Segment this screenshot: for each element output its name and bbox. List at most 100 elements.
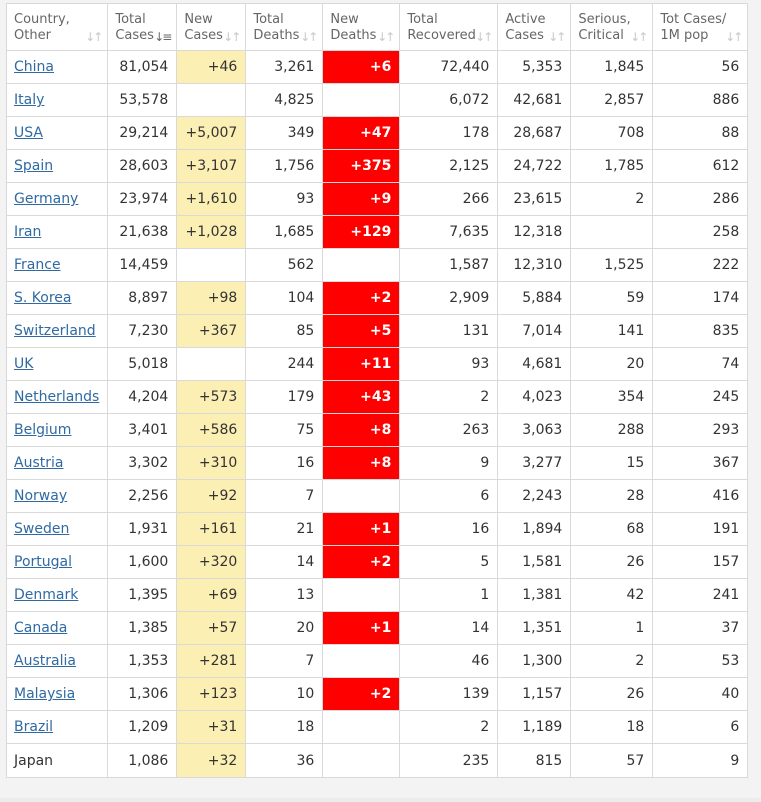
sort-icon[interactable]: ↓↑ — [85, 30, 103, 44]
tot-cases-1m-cell: 286 — [652, 182, 749, 216]
serious-critical-cell: 1,525 — [570, 248, 654, 282]
serious-critical-header[interactable]: Serious, Critical ↓↑ — [570, 3, 654, 51]
new-cases-cell — [176, 347, 247, 381]
total-deaths-cell: 13 — [245, 578, 324, 612]
country-link[interactable]: Iran — [14, 224, 42, 240]
sort-icon[interactable]: ↓↑ — [223, 30, 241, 44]
country-link[interactable]: Netherlands — [14, 389, 100, 405]
total-recovered-cell: 7,635 — [399, 215, 499, 249]
country-link[interactable]: UK — [14, 356, 34, 372]
table-row: Austria 3,302 +310 16 +8 9 3,277 15 367 — [5, 446, 749, 480]
active-cases-header[interactable]: Active Cases ↓↑ — [497, 3, 572, 51]
country-link[interactable]: Canada — [14, 620, 68, 636]
total-deaths-cell: 1,685 — [245, 215, 324, 249]
tot-cases-1m-cell: 53 — [652, 644, 749, 678]
sort-icon[interactable]: ↓↑ — [475, 30, 493, 44]
country-cell: Australia — [5, 644, 109, 678]
active-cases-cell: 5,884 — [497, 281, 572, 315]
total-deaths-header[interactable]: Total Deaths ↓↑ — [245, 3, 324, 51]
total-cases-cell: 5,018 — [107, 347, 178, 381]
total-deaths-cell: 20 — [245, 611, 324, 645]
country-cell: Netherlands — [5, 380, 109, 414]
table-row: Italy 53,578 4,825 6,072 42,681 2,857 886 — [5, 83, 749, 117]
total-deaths-cell: 349 — [245, 116, 324, 150]
country-cell: Brazil — [5, 710, 109, 744]
new-deaths-cell: +2 — [322, 281, 401, 315]
country-link[interactable]: Germany — [14, 191, 79, 207]
tot-cases-1m-cell: 293 — [652, 413, 749, 447]
sort-icon[interactable]: ↓↑ — [548, 30, 566, 44]
country-cell: Belgium — [5, 413, 109, 447]
country-cell: Switzerland — [5, 314, 109, 348]
serious-critical-cell: 2,857 — [570, 83, 654, 117]
country-link[interactable]: China — [14, 59, 54, 75]
new-deaths-cell: +43 — [322, 380, 401, 414]
tot-cases-1m-header[interactable]: Tot Cases/ 1M pop ↓↑ — [652, 3, 749, 51]
country-link[interactable]: Austria — [14, 455, 64, 471]
horizontal-scrollbar[interactable] — [0, 798, 761, 802]
active-cases-cell: 1,300 — [497, 644, 572, 678]
column-label: Country, Other — [14, 12, 70, 43]
tot-cases-1m-cell: 157 — [652, 545, 749, 579]
country-link[interactable]: Norway — [14, 488, 68, 504]
country-link[interactable]: Belgium — [14, 422, 72, 438]
country-cell: Canada — [5, 611, 109, 645]
total-deaths-cell: 75 — [245, 413, 324, 447]
active-cases-cell: 12,310 — [497, 248, 572, 282]
country-link[interactable]: Sweden — [14, 521, 70, 537]
country-link[interactable]: Portugal — [14, 554, 72, 570]
country-link[interactable]: Malaysia — [14, 686, 76, 702]
sort-icon[interactable]: ↓↑ — [377, 30, 395, 44]
total-recovered-cell: 2,909 — [399, 281, 499, 315]
total-recovered-header[interactable]: Total Recovered ↓↑ — [399, 3, 499, 51]
new-cases-cell: +1,028 — [176, 215, 247, 249]
new-deaths-header[interactable]: New Deaths ↓↑ — [322, 3, 401, 51]
column-label: Serious, Critical — [578, 12, 631, 43]
country-link[interactable]: Brazil — [14, 719, 54, 735]
sort-icon[interactable]: ↓↑ — [300, 30, 318, 44]
table-header-row: Country, Other ↓↑ Total Cases ↓≡ New Cases ↓↑… — [5, 3, 749, 51]
total-cases-header[interactable]: Total Cases ↓≡ — [107, 3, 178, 51]
country-link[interactable]: Italy — [14, 92, 45, 108]
column-label: Total Cases — [115, 12, 154, 43]
country-link[interactable]: USA — [14, 125, 43, 141]
country-header[interactable]: Country, Other ↓↑ — [5, 3, 109, 51]
table-row: UK 5,018 244 +11 93 4,681 20 74 — [5, 347, 749, 381]
new-cases-cell: +320 — [176, 545, 247, 579]
country-link[interactable]: S. Korea — [14, 290, 72, 306]
total-recovered-cell: 266 — [399, 182, 499, 216]
country-cell: China — [5, 50, 109, 84]
new-deaths-cell: +129 — [322, 215, 401, 249]
new-cases-cell: +46 — [176, 50, 247, 84]
country-link[interactable]: Australia — [14, 653, 76, 669]
country-cell: Malaysia — [5, 677, 109, 711]
sort-icon[interactable]: ↓↑ — [725, 30, 743, 44]
new-deaths-cell: +375 — [322, 149, 401, 183]
country-link[interactable]: Spain — [14, 158, 54, 174]
sort-icon[interactable]: ↓↑ — [630, 30, 648, 44]
country-cell: USA — [5, 116, 109, 150]
new-deaths-cell: +9 — [322, 182, 401, 216]
table-body: China 81,054 +46 3,261 +6 72,440 5,353 1,845 56 I… — [5, 50, 749, 778]
new-deaths-cell — [322, 578, 401, 612]
column-label: Active Cases — [505, 12, 546, 43]
total-cases-cell: 1,209 — [107, 710, 178, 744]
active-cases-cell: 1,381 — [497, 578, 572, 612]
country-link[interactable]: France — [14, 257, 61, 273]
total-recovered-cell: 72,440 — [399, 50, 499, 84]
serious-critical-cell: 2 — [570, 182, 654, 216]
sort-desc-icon[interactable]: ↓≡ — [154, 30, 172, 44]
total-cases-cell: 2,256 — [107, 479, 178, 513]
new-cases-header[interactable]: New Cases ↓↑ — [176, 3, 247, 51]
table-row: Canada 1,385 +57 20 +1 14 1,351 1 37 — [5, 611, 749, 645]
new-cases-cell: +367 — [176, 314, 247, 348]
tot-cases-1m-cell: 6 — [652, 710, 749, 744]
total-deaths-cell: 562 — [245, 248, 324, 282]
total-cases-cell: 3,302 — [107, 446, 178, 480]
country-link[interactable]: Denmark — [14, 587, 79, 603]
table-row: China 81,054 +46 3,261 +6 72,440 5,353 1,845 56 — [5, 50, 749, 84]
new-deaths-cell — [322, 248, 401, 282]
country-link[interactable]: Switzerland — [14, 323, 96, 339]
tot-cases-1m-cell: 56 — [652, 50, 749, 84]
